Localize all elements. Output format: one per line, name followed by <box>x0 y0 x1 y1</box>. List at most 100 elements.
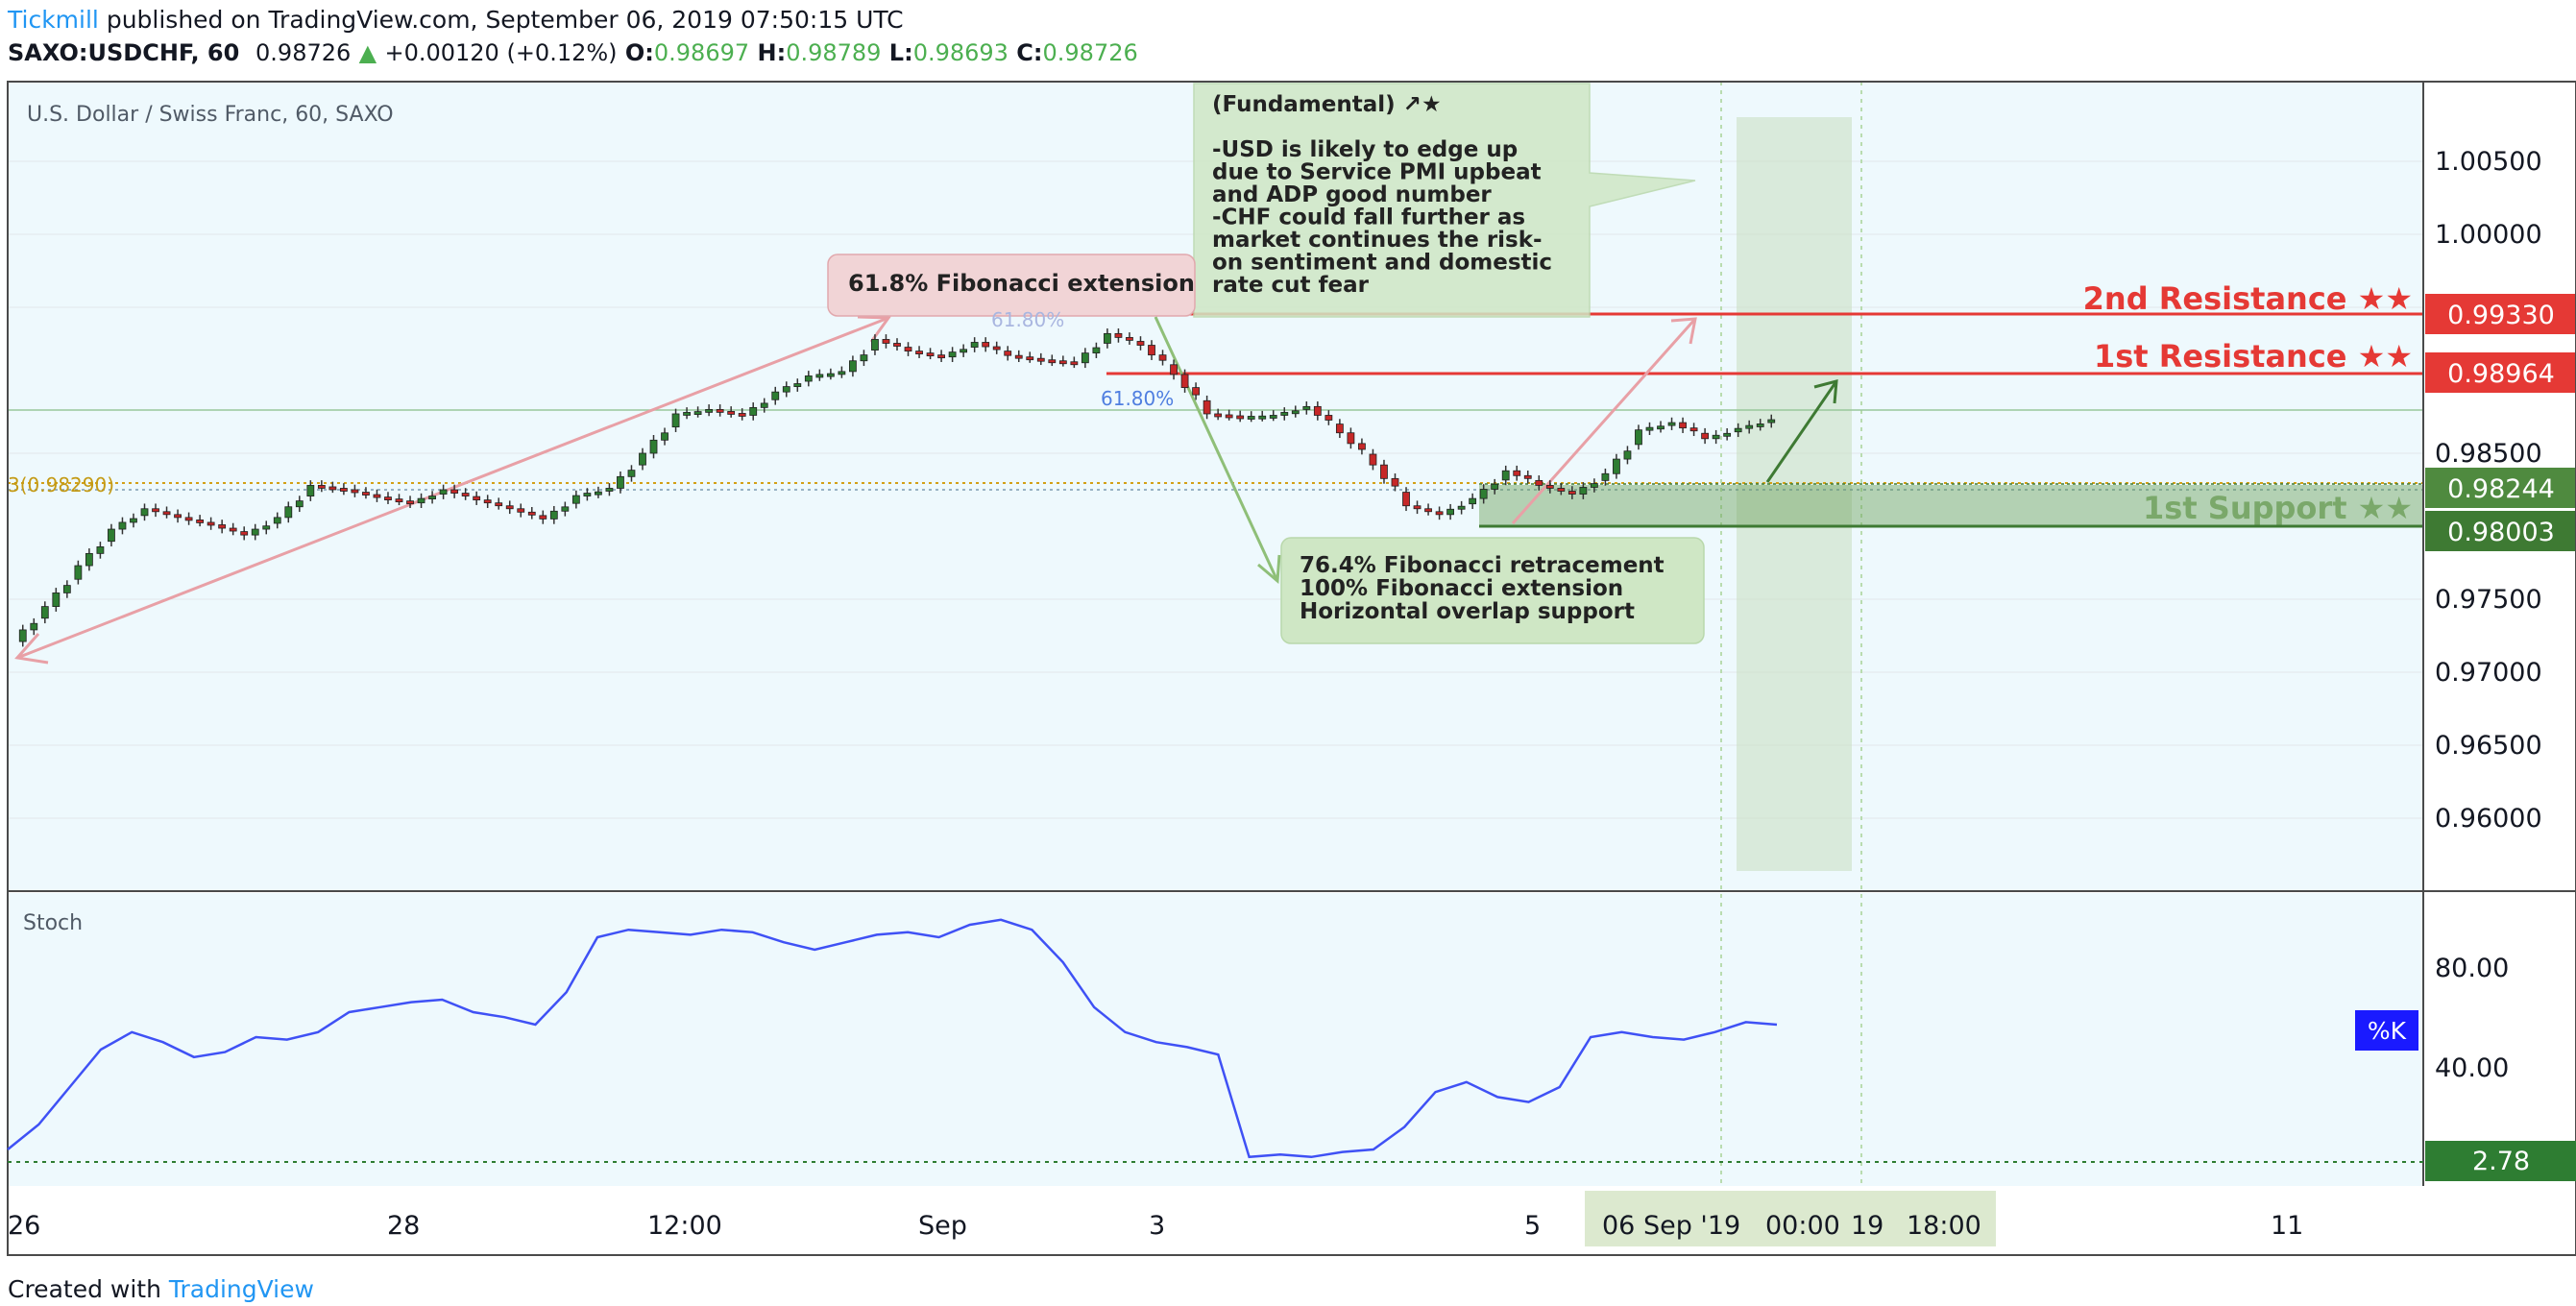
candle-down <box>904 347 912 351</box>
low-label: L: <box>888 39 913 66</box>
candle-down <box>1014 354 1023 359</box>
candle-up <box>1623 450 1632 460</box>
trend-arrow-up-long-head <box>857 315 891 343</box>
down-arrow <box>1154 316 1279 582</box>
candle-up <box>871 339 879 351</box>
candle-up <box>118 521 127 530</box>
forecast-arrow <box>1765 380 1838 483</box>
candle-up <box>561 506 570 512</box>
stoch-tick-40: 40.00 <box>2435 1053 2509 1083</box>
candle-down <box>1180 374 1189 389</box>
support-bottom-price: 0.98003 <box>2447 518 2555 547</box>
candle-down <box>1380 464 1388 479</box>
symbol-label[interactable]: SAXO:USDCHF, 60 <box>8 39 240 66</box>
resistance-1-badge <box>2425 352 2576 393</box>
candle-up <box>1258 415 1267 420</box>
chart-frame <box>7 81 2576 1256</box>
publish-info: Tickmill published on TradingView.com, S… <box>8 6 904 34</box>
candle-up <box>749 406 758 416</box>
time-label-3: 3 <box>1149 1211 1165 1241</box>
author-link[interactable]: Tickmill <box>8 6 99 34</box>
callout-line: 76.4% Fibonacci retracement <box>1300 553 1665 578</box>
candle-up <box>428 496 436 500</box>
price-badges: 0.99330 0.98964 0.98244 0.98003 <box>2425 294 2576 551</box>
candle-up <box>1745 424 1754 429</box>
time-axis-bg <box>8 1186 2576 1255</box>
candle-down <box>738 413 746 417</box>
candle-up <box>1667 422 1676 426</box>
candle-down <box>1324 415 1333 421</box>
trend-arrow-up-long <box>16 316 889 660</box>
candle-down <box>1545 485 1554 489</box>
candle-down <box>450 489 459 494</box>
support-zone <box>1479 485 2423 525</box>
candle-up <box>306 485 315 496</box>
support-top-price: 0.98244 <box>2447 474 2555 504</box>
price-tick-label: 0.96500 <box>2435 731 2542 761</box>
candle-down <box>240 531 249 536</box>
candle-down <box>317 485 326 489</box>
symbol-info: SAXO:USDCHF, 60 0.98726 ▲ +0.00120 (+0.1… <box>8 39 1138 66</box>
callout-line: and ADP good number <box>1212 182 1492 207</box>
candle-down <box>1424 508 1432 513</box>
candle-down <box>362 492 370 496</box>
candle-down <box>1535 479 1543 486</box>
candle-up <box>1723 432 1732 437</box>
candle-down <box>1701 432 1710 440</box>
candle-up <box>1635 429 1642 446</box>
candle-down <box>517 508 525 513</box>
stoch-tick-80: 80.00 <box>2435 954 2509 983</box>
candle-down <box>152 508 159 513</box>
callout-line: 100% Fibonacci extension <box>1300 576 1623 601</box>
candle-up <box>960 349 968 353</box>
resistance-2-label: 2nd Resistance ★★ <box>2083 280 2413 317</box>
candle-up <box>18 629 27 642</box>
candle-up <box>1247 416 1255 420</box>
callout-line: (Fundamental) ↗★ <box>1212 92 1442 117</box>
candle-down <box>162 511 171 516</box>
candle-down <box>174 514 182 519</box>
candle-up <box>683 412 691 416</box>
stoch-k-badge-label: %K <box>2368 1017 2407 1045</box>
candle-down <box>1335 423 1344 434</box>
fib-label-top: 61.80% <box>991 308 1064 331</box>
candle-up <box>30 622 38 631</box>
fib-extension-box <box>827 254 1196 317</box>
support-1-label: 1st Support ★★ <box>2143 490 2413 526</box>
stoch-last-value: 2.78 <box>2472 1147 2530 1176</box>
candle-down <box>1070 361 1079 366</box>
fundamental-callout-box <box>1193 83 1696 318</box>
price-tick-label: 0.96000 <box>2435 804 2542 834</box>
candle-up <box>661 432 668 441</box>
candle-up <box>1645 426 1654 431</box>
footer: Created with TradingView <box>8 1275 314 1303</box>
candle-down <box>495 502 503 507</box>
candle-down <box>339 488 348 492</box>
close-value: 0.98726 <box>1042 39 1138 66</box>
candle-up <box>693 411 702 416</box>
time-label-28: 28 <box>387 1211 420 1241</box>
candle-up <box>1491 483 1499 490</box>
callout-line <box>1212 115 1220 140</box>
forecast-arrow-head <box>1813 379 1838 404</box>
candle-down <box>1369 453 1377 466</box>
candle-up <box>627 470 636 477</box>
left-level-label: 3(0.98290) <box>8 473 114 496</box>
candle-up <box>760 402 768 408</box>
tradingview-link[interactable]: TradingView <box>168 1275 314 1303</box>
candle-down <box>384 496 392 500</box>
candle-up <box>605 488 614 492</box>
fundamental-callout: (Fundamental) ↗★ -USD is likely to edge … <box>1193 83 1696 318</box>
candle-down <box>328 486 337 491</box>
forecast-zone <box>1737 117 1852 871</box>
candle-up <box>273 517 281 524</box>
candle-up <box>1734 427 1742 433</box>
candle-down <box>395 498 403 503</box>
candle-up <box>1756 423 1764 427</box>
candle-up <box>62 585 71 593</box>
resistance-1-label: 1st Resistance ★★ <box>2094 338 2413 375</box>
stoch-value-badge <box>2425 1141 2576 1181</box>
candle-up <box>439 489 448 495</box>
trend-arrow-recovery <box>1511 318 1697 524</box>
